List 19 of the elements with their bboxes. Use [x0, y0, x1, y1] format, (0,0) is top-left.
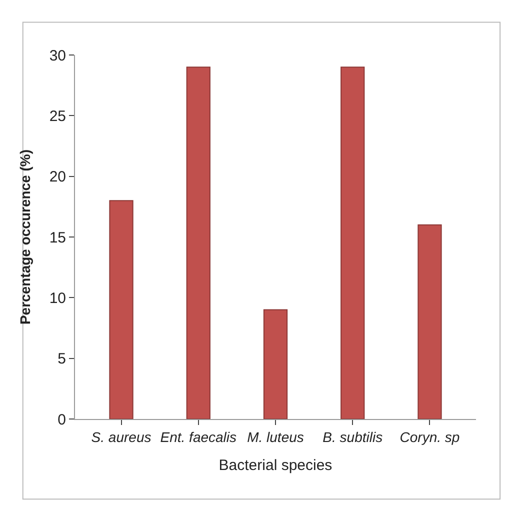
y-tick-label: 15 [49, 229, 66, 246]
y-tick-label: 0 [58, 411, 66, 428]
bar [263, 309, 288, 419]
x-tick-label: Ent. faecalis [160, 428, 237, 445]
x-tick-label: S. aureus [91, 428, 152, 445]
y-tick-label: 10 [49, 290, 66, 307]
bar [109, 200, 134, 419]
x-tick-label: M. luteus [247, 428, 304, 445]
bar [186, 66, 210, 419]
x-tick-label: B. subtilis [322, 428, 383, 445]
y-tick-label: 25 [49, 108, 66, 125]
x-tick-label: Coryn. sp [400, 428, 460, 445]
y-tick-label: 20 [49, 168, 66, 186]
bar [340, 66, 365, 419]
bar [418, 224, 442, 419]
y-axis-title: Percentage occurence (%) [16, 149, 33, 325]
x-axis-title: Bacterial species [218, 456, 332, 474]
y-tick-label: 30 [49, 47, 66, 64]
y-tick-label: 5 [58, 350, 66, 368]
